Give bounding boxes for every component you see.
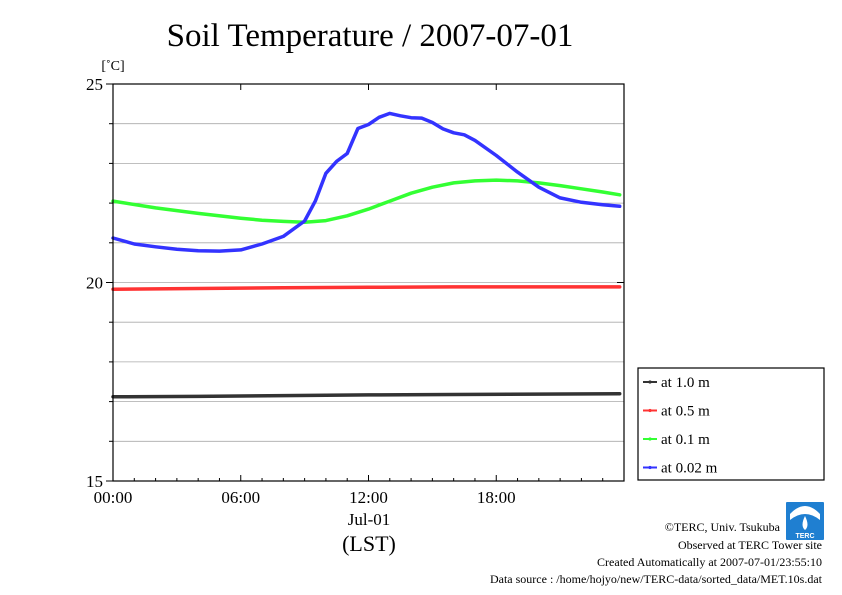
- y-tick-label: 15: [86, 472, 103, 491]
- legend-label: at 0.5 m: [661, 404, 710, 420]
- legend-box: [637, 367, 825, 481]
- terc-logo-text: TERC: [795, 533, 814, 540]
- series-line-2: [111, 178, 622, 224]
- legend: at 1.0 m at 0.5 m at 0.1 m at 0.02 m: [637, 367, 825, 481]
- legend-marker: [648, 437, 652, 441]
- x-tick-label: 00:00: [94, 488, 133, 507]
- legend-label: at 1.0 m: [661, 375, 710, 391]
- x-axis-date-label: Jul-01: [348, 510, 391, 529]
- x-axis-label: (LST): [342, 531, 396, 556]
- terc-logo-icon: TERC: [786, 502, 824, 540]
- legend-label: at 0.1 m: [661, 432, 710, 448]
- series-line-0: [111, 391, 622, 399]
- y-axis-unit: [˚C]: [101, 59, 124, 74]
- credit-copyright: ©TERC, Univ. Tsukuba: [665, 520, 781, 534]
- chart-title: Soil Temperature / 2007-07-01: [167, 18, 574, 54]
- credit-source: Data source : /home/hojyo/new/TERC-data/…: [490, 572, 823, 586]
- credit-created: Created Automatically at 2007-07-01/23:5…: [597, 555, 822, 569]
- series-line-3: [111, 111, 622, 253]
- series-line-1: [111, 285, 622, 291]
- legend-marker: [648, 465, 652, 470]
- legend-marker: [648, 380, 652, 384]
- legend-marker: [648, 408, 652, 413]
- x-tick-label: 12:00: [349, 488, 388, 507]
- x-tick-label: 06:00: [221, 488, 260, 507]
- credit-observed: Observed at TERC Tower site: [678, 538, 822, 552]
- series-layer: [111, 111, 622, 399]
- y-tick-label: 25: [86, 75, 103, 94]
- y-tick-label: 20: [86, 274, 103, 293]
- x-tick-label: 18:00: [477, 488, 516, 507]
- legend-label: at 0.02 m: [661, 461, 718, 477]
